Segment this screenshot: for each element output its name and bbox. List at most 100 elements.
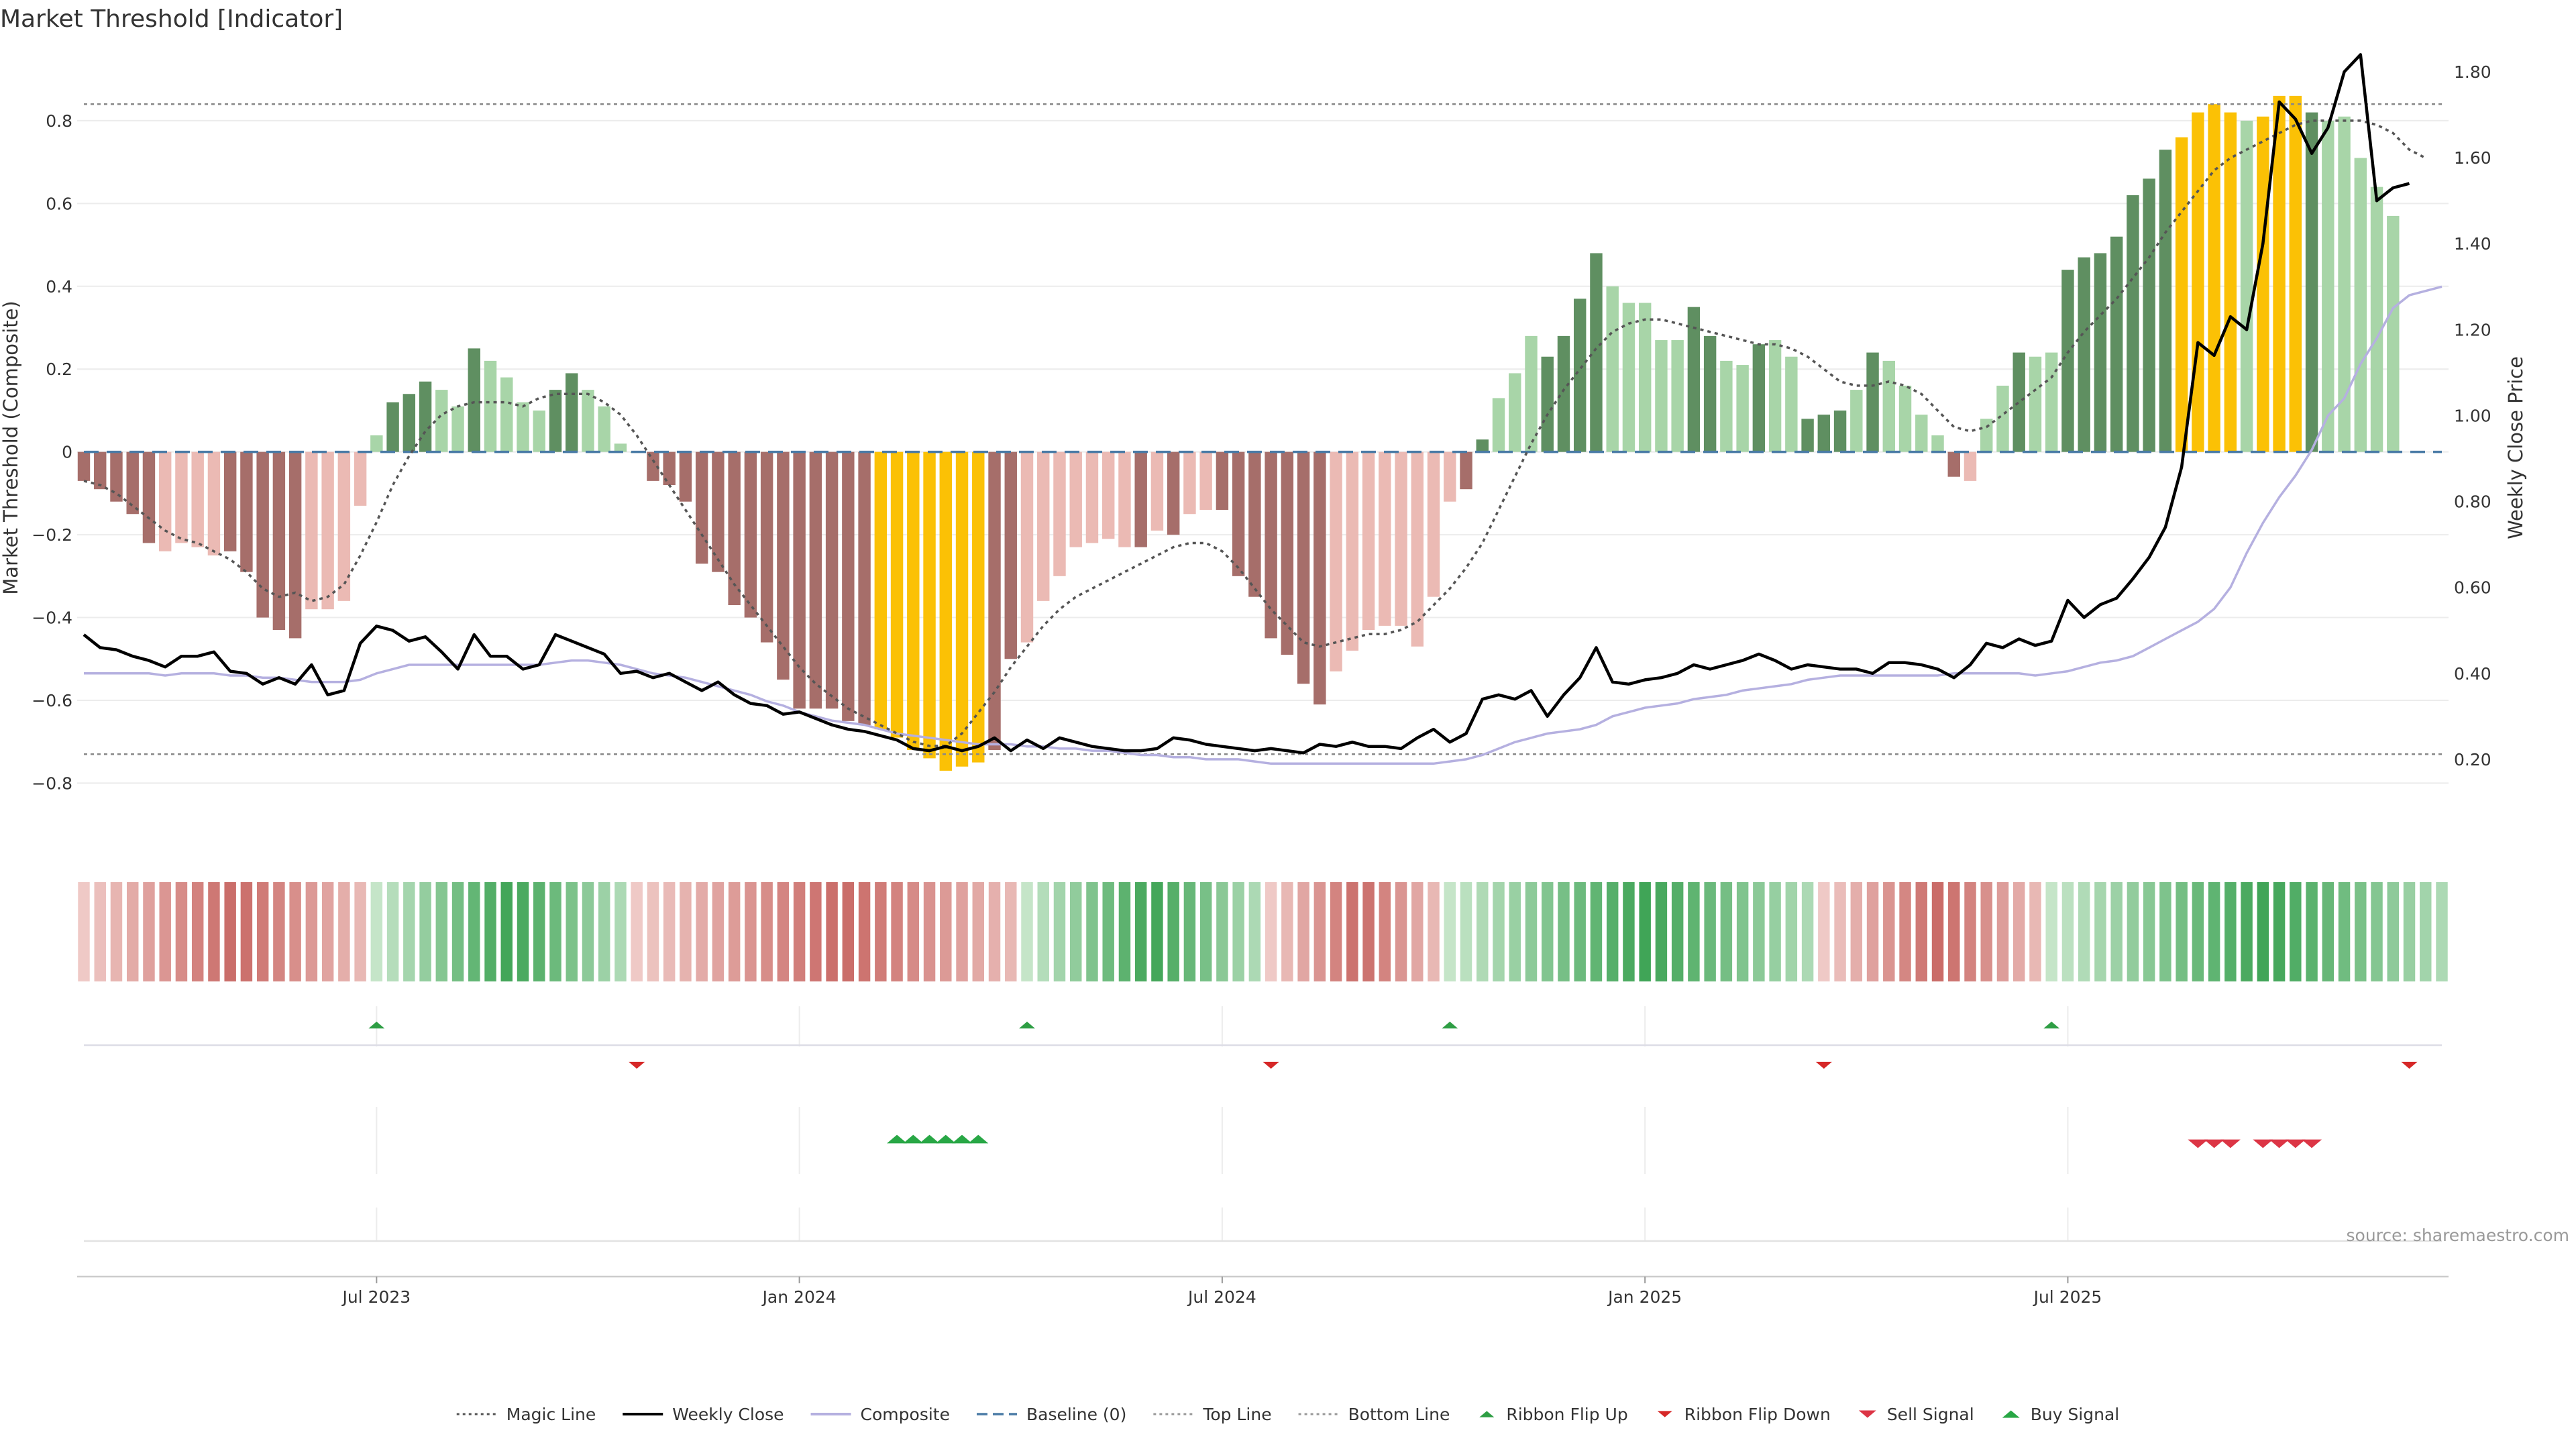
composite-bar	[1492, 398, 1505, 452]
composite-bar	[402, 394, 416, 452]
composite-bar	[256, 451, 269, 618]
ribbon-flip-down-marker	[1815, 1061, 1832, 1069]
ribbon-cell	[1216, 882, 1228, 981]
composite-bar	[549, 390, 562, 452]
ribbon-cell	[582, 882, 594, 981]
ribbon-cell	[1134, 882, 1147, 981]
composite-bar	[1020, 451, 1034, 643]
composite-bar	[695, 451, 708, 564]
composite-bar	[598, 406, 610, 452]
composite-bar	[890, 451, 904, 738]
composite-bar	[2012, 352, 2025, 452]
ribbon-cell	[321, 882, 334, 981]
composite-bar	[240, 451, 253, 572]
ribbon-cell	[191, 882, 204, 981]
ribbon-cell	[289, 882, 301, 981]
ribbon-cell	[1167, 882, 1179, 981]
composite-bar	[354, 451, 367, 506]
composite-bar	[191, 451, 204, 547]
buy-signal-marker	[919, 1134, 940, 1144]
composite-bar	[2305, 112, 2318, 452]
ribbon-cell	[680, 882, 692, 981]
legend-item: Magic Line	[456, 1405, 596, 1424]
composite-bar	[1476, 439, 1489, 452]
composite-bar	[2322, 120, 2334, 452]
ribbon-cell	[370, 882, 383, 981]
ribbon-cell	[598, 882, 610, 981]
composite-bar	[1898, 385, 1912, 452]
sell-signal-marker	[2220, 1139, 2241, 1148]
composite-bar	[1866, 352, 1879, 452]
ribbon-cell	[484, 882, 496, 981]
ribbon-cell	[2208, 882, 2220, 981]
source-note: source: sharemaestro.com	[2347, 1226, 2570, 1245]
ribbon-cell	[696, 882, 708, 981]
ribbon-cell	[614, 882, 627, 981]
y-axis-label-left: Market Threshold (Composite)	[0, 301, 22, 594]
ribbon-cell	[940, 882, 952, 981]
ribbon-cell	[875, 882, 887, 981]
composite-bar	[907, 451, 920, 751]
ribbon-cell	[273, 882, 285, 981]
composite-bar	[1557, 335, 1570, 452]
composite-bar	[582, 390, 594, 452]
composite-bar	[1379, 451, 1391, 626]
sell-signal-marker	[2285, 1139, 2306, 1148]
ribbon-cell	[1834, 882, 1846, 981]
ribbon-flip-up-marker	[1442, 1021, 1458, 1029]
legend-item: Weekly Close	[623, 1405, 784, 1424]
composite-bar	[1622, 303, 1635, 452]
composite-bar	[2240, 120, 2253, 452]
ribbon-cell	[1769, 882, 1781, 981]
composite-bar	[77, 451, 91, 481]
composite-bar	[1817, 415, 1831, 452]
ribbon-cell	[1053, 882, 1066, 981]
ribbon-cell	[2159, 882, 2171, 981]
x-tick-label: Jan 2024	[761, 1287, 837, 1307]
composite-bar	[1460, 451, 1472, 490]
composite-bar	[1785, 356, 1798, 452]
composite-bar	[2159, 150, 2172, 452]
ribbon-cell	[126, 882, 139, 981]
composite-bar	[1671, 340, 1684, 452]
composite-bar	[1687, 307, 1701, 452]
composite-bar	[1330, 451, 1342, 672]
composite-bar	[158, 451, 172, 551]
ribbon-flip-up-marker	[368, 1021, 385, 1029]
ribbon-panel	[78, 882, 2448, 981]
composite-bar	[1720, 360, 1733, 452]
composite-bar	[1801, 419, 1814, 452]
ribbon-cell	[2257, 882, 2269, 981]
composite-bar	[2370, 186, 2383, 452]
ribbon-flip-up-marker	[1019, 1021, 1035, 1029]
ribbon-cell	[451, 882, 464, 981]
ribbon-cell	[1037, 882, 1049, 981]
sell-signal-marker	[2253, 1139, 2273, 1148]
ribbon-cell	[338, 882, 350, 981]
ribbon-cell	[1183, 882, 1196, 981]
ribbon-cell	[533, 882, 545, 981]
left-tick-label: −0.4	[32, 608, 72, 628]
ribbon-cell	[2143, 882, 2155, 981]
composite-bar	[1931, 435, 1944, 452]
ribbon-cell	[1444, 882, 1456, 981]
ribbon-cell	[2387, 882, 2400, 981]
composite-bar	[972, 451, 985, 763]
chart-title: Market Threshold [Indicator]	[0, 5, 343, 33]
ribbon-cell	[810, 882, 822, 981]
composite-bar	[1768, 340, 1782, 452]
composite-bar	[1134, 451, 1147, 547]
composite-bar	[1004, 451, 1017, 659]
ribbon-cell	[1379, 882, 1391, 981]
composite-bar	[288, 451, 302, 639]
ribbon-cell	[1069, 882, 1082, 981]
composite-bar	[1232, 451, 1245, 576]
ribbon-cell	[1720, 882, 1733, 981]
composite-bar	[1395, 451, 1407, 626]
legend-label: Baseline (0)	[1026, 1405, 1126, 1424]
left-tick-label: 0.6	[46, 194, 72, 213]
ribbon-cell	[549, 882, 561, 981]
ribbon-cell	[1151, 882, 1163, 981]
composite-bar	[142, 451, 156, 543]
